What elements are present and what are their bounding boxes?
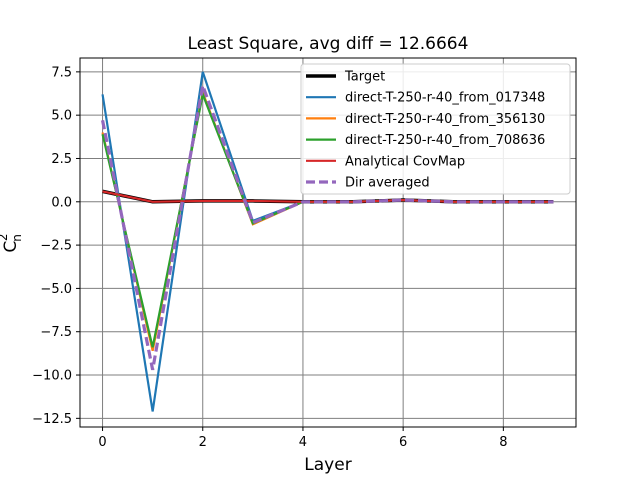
y-axis-label-base: C (1, 241, 21, 253)
legend: Target direct-T-250-r-40_from_017348direc… (300, 63, 571, 195)
y-tick-label: −10.0 (32, 369, 72, 384)
legend-box (300, 63, 571, 195)
series-line (100, 79, 554, 371)
y-axis-label: Cn2 (0, 233, 24, 252)
y-tick-label: 2.5 (51, 152, 72, 167)
chart-title: Least Square, avg diff = 12.6664 (188, 34, 469, 54)
y-tick-label: −5.0 (40, 282, 72, 297)
legend-label: direct-T-250-r-40_from_356130 (345, 112, 545, 127)
y-axis-label-sup: 2 (0, 233, 10, 241)
y-tick-label: 0.0 (51, 195, 72, 210)
y-axis-label-sub: n (10, 234, 24, 242)
series-lines (100, 71, 554, 412)
x-tick-label: 2 (199, 435, 207, 450)
x-tick-label: 4 (299, 435, 307, 450)
x-tick-label: 6 (399, 435, 407, 450)
y-ticks: 7.5 5.0 2.5 0.0 −2.5 −5.0 −7.5 −10.0 −12.5 (32, 65, 80, 427)
x-ticks: 0 2 4 6 8 (98, 427, 507, 450)
y-tick-label: −12.5 (32, 412, 72, 427)
y-axis-label-group: Cn2 (0, 233, 24, 252)
y-tick-label: −7.5 (40, 325, 72, 340)
legend-label: direct-T-250-r-40_from_017348 (345, 91, 545, 106)
x-tick-label: 0 (98, 435, 106, 450)
x-axis-label: Layer (304, 455, 351, 475)
x-tick-label: 8 (499, 435, 507, 450)
legend-label: direct-T-250-r-40_from_708636 (345, 133, 545, 148)
plot-frame (79, 57, 577, 428)
legend-items: Target direct-T-250-r-40_from_017348direc… (306, 70, 545, 191)
legend-label: Analytical CovMap (345, 154, 465, 169)
y-tick-label: −2.5 (40, 239, 72, 254)
y-tick-label: 7.5 (51, 65, 72, 80)
y-tick-label: 5.0 (51, 109, 72, 124)
legend-label: Target (344, 70, 385, 85)
legend-label: Dir averaged (345, 176, 430, 191)
